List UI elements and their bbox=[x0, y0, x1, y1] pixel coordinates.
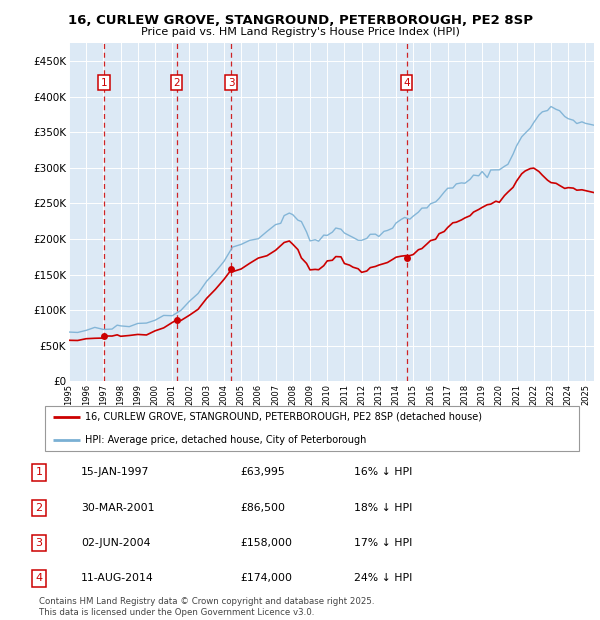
Text: Price paid vs. HM Land Registry's House Price Index (HPI): Price paid vs. HM Land Registry's House … bbox=[140, 27, 460, 37]
Text: £86,500: £86,500 bbox=[240, 503, 285, 513]
Text: 2: 2 bbox=[173, 78, 180, 87]
Text: 16, CURLEW GROVE, STANGROUND, PETERBOROUGH, PE2 8SP: 16, CURLEW GROVE, STANGROUND, PETERBOROU… bbox=[67, 14, 533, 27]
Text: £174,000: £174,000 bbox=[240, 574, 292, 583]
Text: Contains HM Land Registry data © Crown copyright and database right 2025.
This d: Contains HM Land Registry data © Crown c… bbox=[39, 598, 374, 617]
Text: 16% ↓ HPI: 16% ↓ HPI bbox=[354, 467, 412, 477]
Text: HPI: Average price, detached house, City of Peterborough: HPI: Average price, detached house, City… bbox=[85, 435, 367, 445]
Text: 18% ↓ HPI: 18% ↓ HPI bbox=[354, 503, 412, 513]
Text: 24% ↓ HPI: 24% ↓ HPI bbox=[354, 574, 412, 583]
Text: 30-MAR-2001: 30-MAR-2001 bbox=[81, 503, 155, 513]
Text: 1: 1 bbox=[35, 467, 43, 477]
Text: 3: 3 bbox=[35, 538, 43, 548]
Text: 02-JUN-2004: 02-JUN-2004 bbox=[81, 538, 151, 548]
FancyBboxPatch shape bbox=[45, 405, 580, 451]
Text: £63,995: £63,995 bbox=[240, 467, 285, 477]
Text: 11-AUG-2014: 11-AUG-2014 bbox=[81, 574, 154, 583]
Text: 2: 2 bbox=[35, 503, 43, 513]
Text: 16, CURLEW GROVE, STANGROUND, PETERBOROUGH, PE2 8SP (detached house): 16, CURLEW GROVE, STANGROUND, PETERBOROU… bbox=[85, 412, 482, 422]
Text: 4: 4 bbox=[403, 78, 410, 87]
Text: 1: 1 bbox=[101, 78, 107, 87]
Text: 15-JAN-1997: 15-JAN-1997 bbox=[81, 467, 149, 477]
Text: 3: 3 bbox=[228, 78, 235, 87]
Text: £158,000: £158,000 bbox=[240, 538, 292, 548]
Text: 4: 4 bbox=[35, 574, 43, 583]
Text: 17% ↓ HPI: 17% ↓ HPI bbox=[354, 538, 412, 548]
